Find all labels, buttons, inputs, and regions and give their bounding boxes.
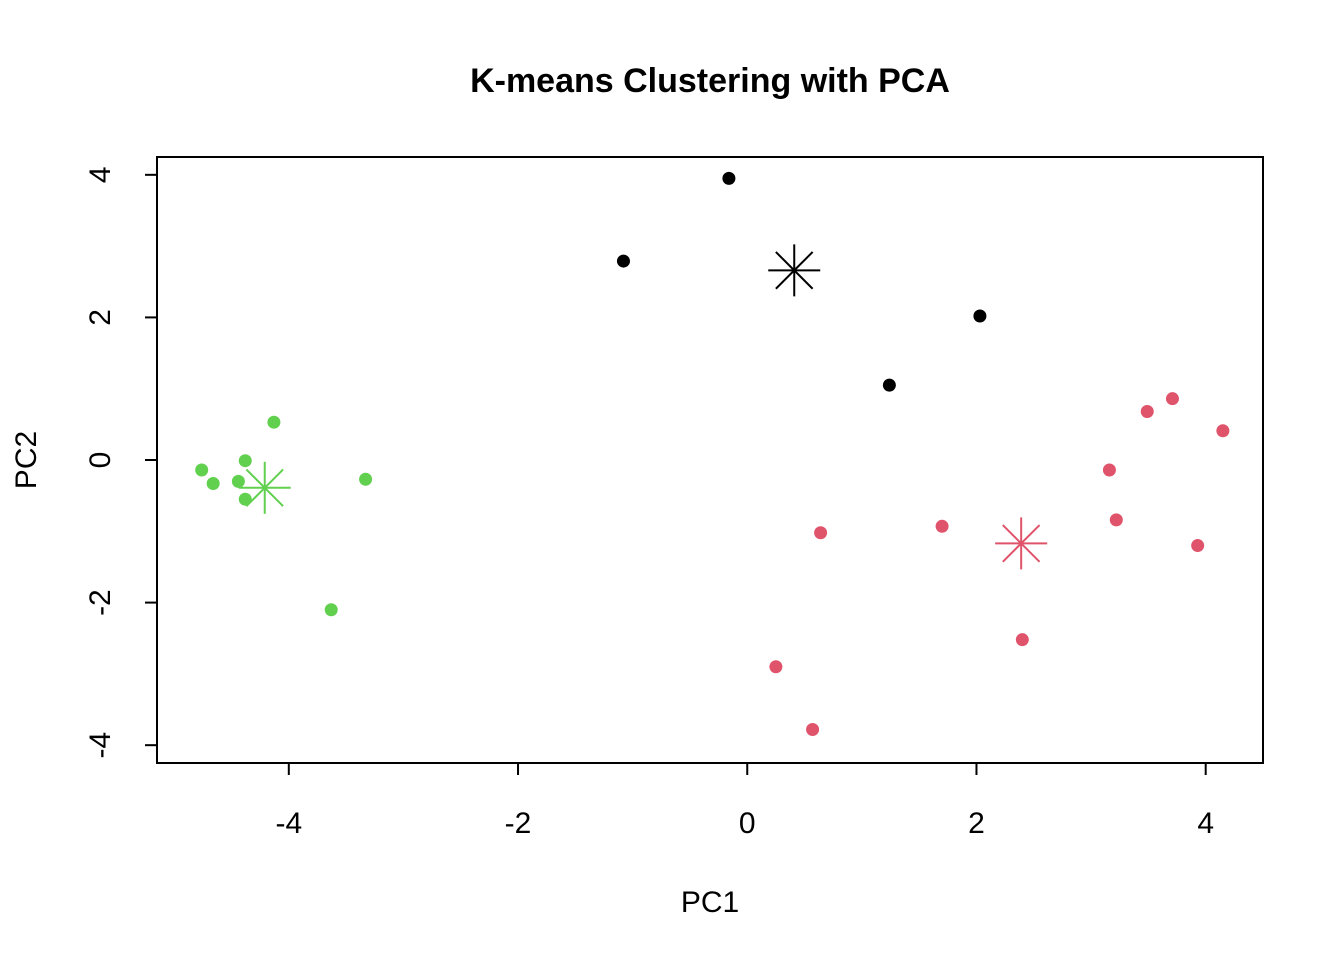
cluster-2-point xyxy=(1109,513,1123,527)
x-axis: -4 -2 0 2 4 xyxy=(275,762,1214,840)
y-tick-label: 2 xyxy=(84,309,117,326)
cluster-2-point xyxy=(814,526,828,540)
x-tick-label: -4 xyxy=(275,807,302,840)
y-tick-label: -4 xyxy=(84,732,117,759)
cluster-3-point xyxy=(324,603,338,617)
cluster-3-point xyxy=(231,474,245,488)
cluster-1-point xyxy=(973,309,987,323)
data-points xyxy=(195,171,1230,736)
cluster-3-center-marker xyxy=(238,461,291,514)
chart-title: K-means Clustering with PCA xyxy=(470,62,950,100)
cluster-2-center-marker xyxy=(995,517,1048,570)
cluster-2-point xyxy=(1216,424,1230,438)
cluster-3-point xyxy=(195,463,209,477)
cluster-2-point xyxy=(1165,392,1179,406)
x-tick-label: 4 xyxy=(1197,807,1214,840)
cluster-3-point xyxy=(238,492,252,506)
cluster-2-point xyxy=(1140,405,1154,419)
cluster-2-point xyxy=(1102,463,1116,477)
x-tick-label: -2 xyxy=(505,807,532,840)
cluster-centers xyxy=(238,244,1048,570)
cluster-1-point xyxy=(882,378,896,392)
cluster-1-point xyxy=(616,254,630,268)
y-tick-label: 0 xyxy=(84,452,117,469)
cluster-2-point xyxy=(769,660,783,674)
cluster-1-point xyxy=(722,171,736,185)
cluster-3-point xyxy=(206,477,220,491)
cluster-1-center-marker xyxy=(768,244,821,297)
cluster-3-point xyxy=(238,454,252,468)
y-tick-label: 4 xyxy=(84,166,117,183)
y-axis: -4 -2 0 2 4 xyxy=(84,166,158,759)
cluster-2-point xyxy=(1191,539,1205,553)
cluster-3-point xyxy=(267,415,281,429)
y-tick-label: -2 xyxy=(84,589,117,616)
cluster-2-point xyxy=(1015,633,1029,647)
cluster-3-point xyxy=(359,472,373,486)
y-axis-label: PC2 xyxy=(10,431,43,489)
cluster-2-point xyxy=(806,722,820,736)
x-tick-label: 0 xyxy=(739,807,756,840)
x-tick-label: 2 xyxy=(968,807,985,840)
cluster-2-point xyxy=(935,519,949,533)
x-axis-label: PC1 xyxy=(681,886,739,919)
